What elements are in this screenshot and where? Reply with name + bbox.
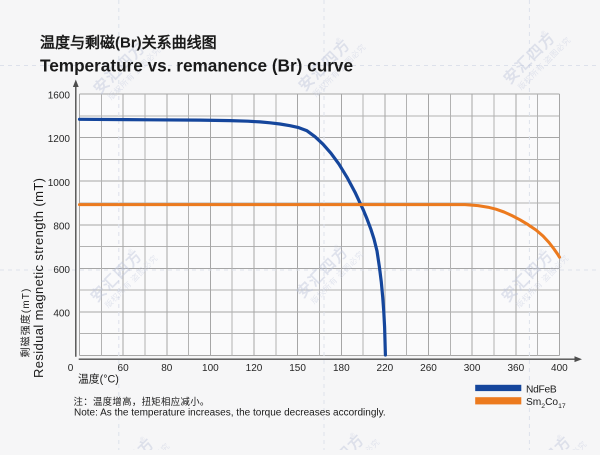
svg-text:360: 360 bbox=[507, 363, 524, 374]
svg-text:NdFeB: NdFeB bbox=[526, 385, 557, 396]
svg-text:注：温度增高，扭矩相应减小。: 注：温度增高，扭矩相应减小。 bbox=[74, 396, 210, 407]
svg-text:Residual magnetic strength (mT: Residual magnetic strength (mT) bbox=[31, 178, 46, 378]
svg-text:120: 120 bbox=[246, 363, 263, 374]
svg-text:400: 400 bbox=[551, 363, 568, 374]
svg-text:300: 300 bbox=[464, 363, 481, 374]
svg-text:150: 150 bbox=[289, 363, 306, 374]
svg-text:Temperature vs. remanence (Br): Temperature vs. remanence (Br) curve bbox=[40, 56, 353, 76]
svg-text:Sm2Co17: Sm2Co17 bbox=[526, 397, 566, 410]
svg-text:剩磁强度(mT): 剩磁强度(mT) bbox=[19, 288, 32, 358]
svg-text:0: 0 bbox=[68, 363, 74, 374]
svg-text:60: 60 bbox=[118, 363, 130, 374]
svg-text:260: 260 bbox=[420, 363, 437, 374]
svg-text:1600: 1600 bbox=[48, 91, 71, 102]
svg-text:Note: As the temperature incre: Note: As the temperature increases, the … bbox=[74, 408, 386, 419]
svg-text:80: 80 bbox=[161, 363, 173, 374]
svg-text:温度(°C): 温度(°C) bbox=[78, 372, 119, 386]
svg-text:1200: 1200 bbox=[48, 134, 71, 145]
svg-text:800: 800 bbox=[53, 221, 70, 232]
svg-text:180: 180 bbox=[333, 363, 350, 374]
svg-text:600: 600 bbox=[53, 265, 70, 276]
svg-text:220: 220 bbox=[377, 363, 394, 374]
svg-text:温度与剩磁(Br)关系曲线图: 温度与剩磁(Br)关系曲线图 bbox=[40, 34, 217, 52]
svg-text:100: 100 bbox=[202, 363, 219, 374]
svg-text:1000: 1000 bbox=[48, 178, 71, 189]
svg-text:400: 400 bbox=[53, 309, 70, 320]
